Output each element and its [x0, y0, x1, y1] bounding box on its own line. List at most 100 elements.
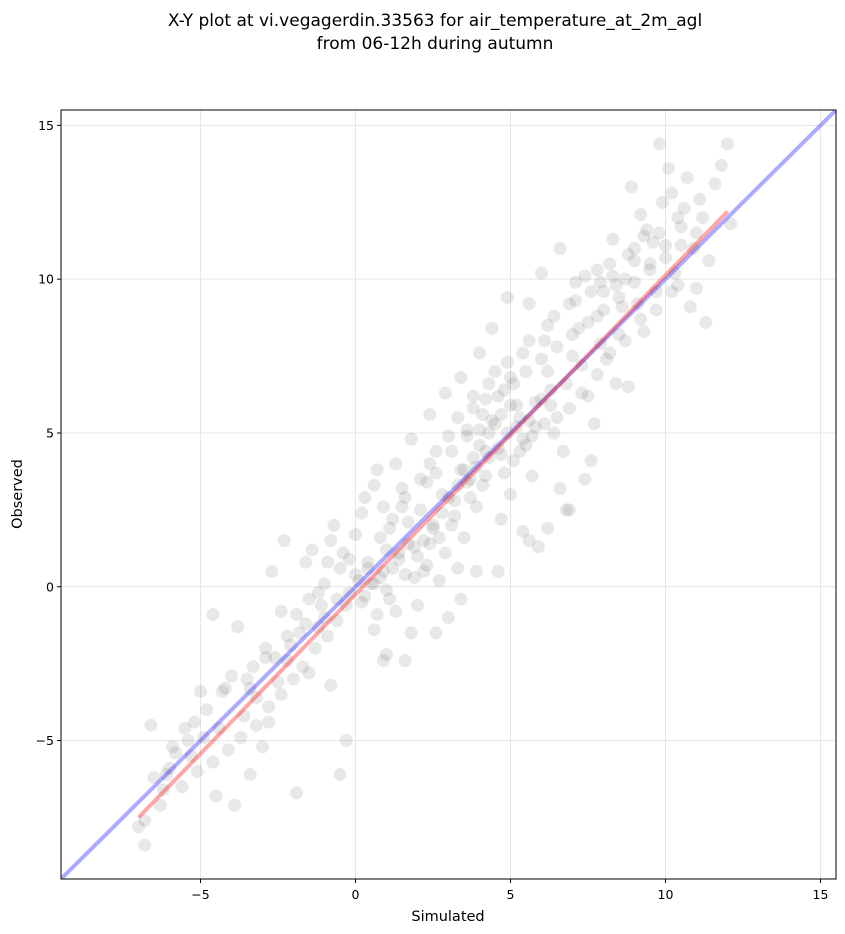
scatter-point-38: [277, 534, 291, 548]
scatter-point-153: [659, 238, 672, 252]
scatter-point-191: [500, 291, 514, 305]
scatter-point-72: [404, 626, 418, 640]
scatter-point-159: [677, 201, 691, 215]
scatter-point-316: [693, 192, 707, 206]
scatter-point-35: [321, 555, 335, 569]
scatter-point-266: [690, 226, 703, 240]
scatter-point-125: [572, 321, 586, 335]
scatter-point-161: [690, 281, 703, 295]
scatter-point-24: [259, 641, 273, 655]
scatter-point-242: [290, 607, 304, 621]
scatter-point-48: [314, 598, 328, 612]
scatter-point-292: [342, 552, 356, 566]
scatter-point-79: [435, 488, 449, 501]
scatter-point-254: [507, 377, 521, 391]
scatter-point-49: [330, 592, 344, 606]
scatter-point-268: [562, 401, 576, 415]
scatter-point-263: [643, 263, 657, 277]
scatter-point-249: [429, 466, 443, 480]
scatter-point-136: [600, 352, 614, 366]
scatter-point-278: [407, 571, 421, 585]
scatter-point-205: [451, 478, 465, 492]
scatter-point-262: [628, 275, 641, 289]
scatter-point-224: [358, 589, 372, 603]
scatter-point-117: [547, 309, 561, 323]
scatter-point-298: [159, 767, 173, 781]
y-tick-label-2: 5: [46, 425, 54, 440]
scatter-point-319: [593, 275, 607, 289]
scatter-point-41: [200, 703, 214, 717]
scatter-point-63: [386, 561, 400, 575]
scatter-point-156: [674, 220, 688, 234]
scatter-point-80: [426, 521, 440, 535]
scatter-point-281: [448, 509, 462, 523]
scatter-point-93: [476, 478, 490, 492]
scatter-point-143: [628, 241, 641, 255]
scatter-point-294: [280, 629, 294, 643]
scatter-point-187: [438, 386, 452, 400]
scatter-point-50: [342, 586, 356, 600]
scatter-point-195: [569, 275, 583, 289]
scatter-point-226: [339, 598, 353, 612]
scatter-point-284: [494, 448, 508, 462]
scatter-point-223: [367, 577, 381, 591]
scatter-point-141: [621, 380, 635, 394]
scatter-point-210: [488, 417, 502, 431]
scatter-point-158: [680, 171, 694, 185]
scatter-point-104: [500, 426, 514, 440]
scatter-point-137: [609, 377, 623, 391]
scatter-point-13: [206, 607, 220, 621]
scatter-point-289: [497, 383, 511, 397]
scatter-point-69: [407, 540, 421, 554]
scatter-point-106: [504, 371, 517, 385]
scatter-point-101: [494, 512, 508, 526]
scatter-point-245: [333, 561, 347, 575]
scatter-point-260: [597, 303, 610, 317]
scatter-point-94: [482, 451, 496, 465]
scatter-point-248: [395, 500, 409, 514]
scatter-point-115: [541, 364, 555, 378]
scatter-point-73: [411, 598, 424, 612]
scatter-point-247: [386, 512, 400, 526]
scatter-point-185: [404, 432, 418, 446]
scatter-point-237: [206, 755, 220, 769]
scatter-point-199: [646, 235, 660, 249]
fit-line: [137, 210, 729, 819]
scatter-point-285: [513, 444, 527, 458]
scatter-point-85: [451, 561, 465, 575]
scatter-point-171: [398, 654, 412, 668]
scatter-point-238: [190, 764, 204, 778]
scatter-point-204: [442, 491, 455, 505]
scatter-point-88: [454, 463, 468, 477]
scatter-point-271: [603, 346, 617, 360]
scatter-point-87: [448, 494, 462, 508]
scatter-point-305: [466, 389, 480, 403]
scatter-point-95: [473, 423, 486, 437]
scatter-point-317: [637, 229, 651, 243]
scatter-point-134: [597, 284, 610, 298]
scatter-point-64: [392, 546, 406, 560]
x-tick-label-0: −5: [191, 887, 209, 902]
scatter-point-318: [621, 248, 635, 262]
scatter-point-31: [318, 611, 331, 625]
scatter-point-287: [538, 417, 552, 431]
scatter-point-183: [367, 478, 381, 492]
scatter-point-126: [569, 294, 583, 308]
scatter-point-90: [466, 401, 480, 415]
scatter-point-17: [209, 789, 223, 803]
scatter-point-174: [469, 564, 483, 578]
scatter-point-12: [194, 684, 207, 698]
scatter-point-113: [528, 420, 542, 434]
scatter-point-52: [361, 555, 375, 569]
scatter-point-302: [423, 457, 437, 471]
scatter-point-257: [550, 340, 564, 354]
scatter-point-214: [516, 432, 530, 446]
scatter-point-163: [702, 254, 716, 268]
scatter-point-111: [522, 534, 536, 548]
scatter-point-264: [659, 251, 672, 265]
scatter-point-32: [324, 678, 338, 692]
scatter-point-253: [491, 389, 505, 403]
scatter-point-102: [504, 488, 517, 501]
scatter-point-56: [370, 463, 384, 477]
